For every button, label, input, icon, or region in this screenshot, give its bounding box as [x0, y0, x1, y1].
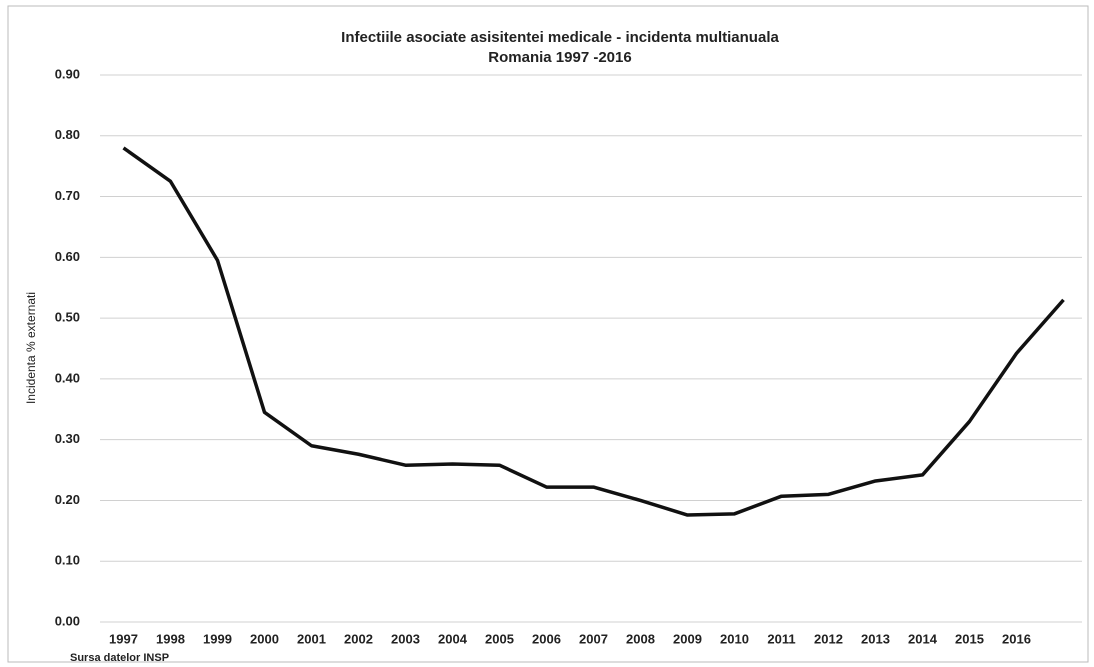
source-note: Sursa datelor INSP: [70, 652, 169, 664]
x-tick-label: 2008: [626, 631, 655, 646]
chart-subtitle: Romania 1997 -2016: [488, 49, 631, 66]
x-tick-label: 2012: [814, 631, 843, 646]
x-tick-label: 2007: [579, 631, 608, 646]
x-tick-label: 2004: [438, 631, 468, 646]
y-tick-label: 0.10: [55, 553, 80, 568]
x-tick-label: 2006: [532, 631, 561, 646]
x-tick-label: 2009: [673, 631, 702, 646]
data-line: [122, 146, 1065, 517]
x-tick-label: 2010: [720, 631, 749, 646]
x-tick-label: 2000: [250, 631, 279, 646]
y-tick-label: 0.20: [55, 492, 80, 507]
y-tick-label: 0.00: [55, 613, 80, 628]
x-tick-label: 2014: [908, 631, 938, 646]
y-axis-label: Incidenta % externati: [24, 292, 38, 404]
x-tick-label: 2015: [955, 631, 984, 646]
x-tick-label: 1998: [156, 631, 185, 646]
chart-frame: [7, 5, 1089, 663]
y-tick-label: 0.90: [55, 66, 80, 81]
x-tick-label: 1999: [203, 631, 232, 646]
x-tick-label: 2016: [1002, 631, 1031, 646]
y-tick-label: 0.80: [55, 127, 80, 142]
y-tick-label: 0.30: [55, 431, 80, 446]
x-tick-label: 2001: [297, 631, 326, 646]
x-tick-label: 2003: [391, 631, 420, 646]
x-tick-label: 2013: [861, 631, 890, 646]
x-tick-label: 1997: [109, 631, 138, 646]
y-tick-label: 0.70: [55, 188, 80, 203]
x-tick-label: 2011: [767, 631, 795, 646]
y-tick-label: 0.50: [55, 310, 80, 325]
y-tick-label: 0.40: [55, 370, 80, 385]
x-tick-label: 2005: [485, 631, 514, 646]
y-tick-label: 0.60: [55, 249, 80, 264]
chart-title: Infectiile asociate asisitentei medicale…: [341, 29, 779, 46]
x-tick-label: 2002: [344, 631, 373, 646]
